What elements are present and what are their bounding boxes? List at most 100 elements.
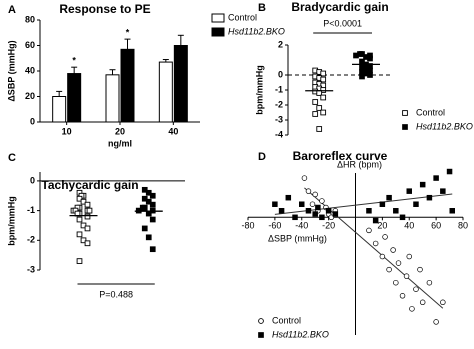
- data-point: [139, 204, 146, 211]
- y-tick-label: -2: [275, 99, 283, 109]
- data-point: [80, 237, 87, 244]
- data-point: [320, 76, 327, 83]
- legend-marker: [402, 124, 408, 130]
- data-point: [426, 194, 433, 201]
- x-tick-label: -60: [268, 221, 281, 231]
- y-tick-label: -1: [275, 84, 283, 94]
- data-point: [316, 105, 323, 111]
- data-point: [417, 266, 423, 273]
- data-point: [386, 266, 392, 273]
- bar: [158, 61, 173, 123]
- data-point: [145, 198, 152, 205]
- legend-marker: [258, 332, 264, 338]
- data-point: [80, 222, 87, 229]
- p-value: P<0.0001: [323, 18, 362, 28]
- data-point: [399, 293, 406, 299]
- data-point: [76, 195, 83, 202]
- data-point: [413, 201, 419, 207]
- data-point: [84, 240, 91, 247]
- y-tick-label: -2: [27, 235, 35, 245]
- data-point: [409, 306, 415, 312]
- regression-line: [274, 193, 453, 215]
- y-axis-label: ΔHR (bpm): [337, 159, 382, 169]
- data-point: [141, 225, 148, 232]
- data-point: [305, 188, 312, 194]
- x-tick-label: 80: [458, 221, 468, 231]
- data-point: [367, 72, 373, 78]
- data-point: [76, 216, 83, 223]
- legend-swatch: [211, 27, 225, 37]
- chart-title: Tachycardic gain: [41, 178, 138, 192]
- data-point: [379, 253, 386, 260]
- data-point: [419, 299, 426, 306]
- data-point: [80, 198, 87, 205]
- data-point: [440, 188, 446, 194]
- data-point: [84, 213, 91, 220]
- data-point: [382, 234, 388, 240]
- data-point: [86, 207, 93, 214]
- y-tick-label: -3: [27, 264, 35, 274]
- data-point: [312, 111, 319, 117]
- y-tick-label: 60: [25, 40, 35, 50]
- chart-title: Response to PE: [59, 2, 150, 16]
- data-point: [433, 319, 439, 325]
- legend-swatch: [211, 13, 225, 23]
- data-point: [272, 201, 278, 207]
- x-tick-label: -80: [241, 221, 254, 231]
- data-point: [446, 168, 453, 175]
- data-point: [449, 208, 456, 214]
- data-point: [312, 191, 318, 198]
- data-point: [315, 204, 321, 211]
- data-point: [149, 201, 156, 208]
- data-point: [84, 225, 91, 232]
- data-point: [141, 195, 148, 202]
- data-point: [305, 208, 312, 214]
- y-axis-label: bpm/mmHg: [254, 65, 264, 115]
- y-tick-label: 80: [25, 14, 35, 24]
- data-point: [372, 217, 379, 224]
- x-axis-label: ΔSBP (mmHg): [268, 234, 327, 244]
- y-tick-label: 0: [278, 69, 283, 79]
- data-point: [309, 201, 316, 207]
- legend-marker: [258, 318, 264, 324]
- legend-label: Control: [228, 12, 257, 22]
- data-point: [399, 214, 406, 221]
- x-tick-label: -40: [295, 221, 308, 231]
- chart-title: Bradycardic gain: [291, 0, 388, 14]
- y-tick-label: 20: [25, 91, 35, 101]
- x-tick-label: 40: [404, 221, 414, 231]
- x-tick-label: 40: [168, 126, 178, 136]
- y-tick-label: 0: [30, 175, 35, 185]
- panel-letter: D: [258, 151, 266, 163]
- data-point: [366, 227, 372, 234]
- chart-title: Baroreflex curve: [293, 149, 388, 163]
- data-point: [320, 87, 327, 93]
- bar: [173, 45, 188, 123]
- data-point: [292, 214, 298, 221]
- data-point: [413, 286, 419, 292]
- data-point: [145, 210, 152, 217]
- data-point: [386, 194, 392, 201]
- data-point: [319, 198, 325, 204]
- bar: [105, 74, 120, 123]
- data-point: [395, 260, 402, 266]
- data-point: [141, 186, 148, 193]
- data-point: [76, 231, 83, 238]
- significance: *: [126, 28, 130, 38]
- data-point: [320, 109, 327, 116]
- data-point: [312, 211, 318, 217]
- data-point: [84, 201, 91, 208]
- data-point: [366, 208, 372, 214]
- panel-letter: B: [258, 2, 266, 14]
- legend-label: Hsd11b2.BKO: [228, 26, 285, 36]
- data-point: [316, 126, 323, 132]
- x-tick-label: 20: [377, 221, 387, 231]
- data-point: [379, 201, 386, 207]
- data-point: [440, 299, 446, 306]
- legend-label: Hsd11b2.BKO: [416, 121, 473, 131]
- y-axis-label: ΔSBP (mmHg): [6, 40, 16, 101]
- data-point: [145, 189, 152, 196]
- data-point: [301, 175, 308, 181]
